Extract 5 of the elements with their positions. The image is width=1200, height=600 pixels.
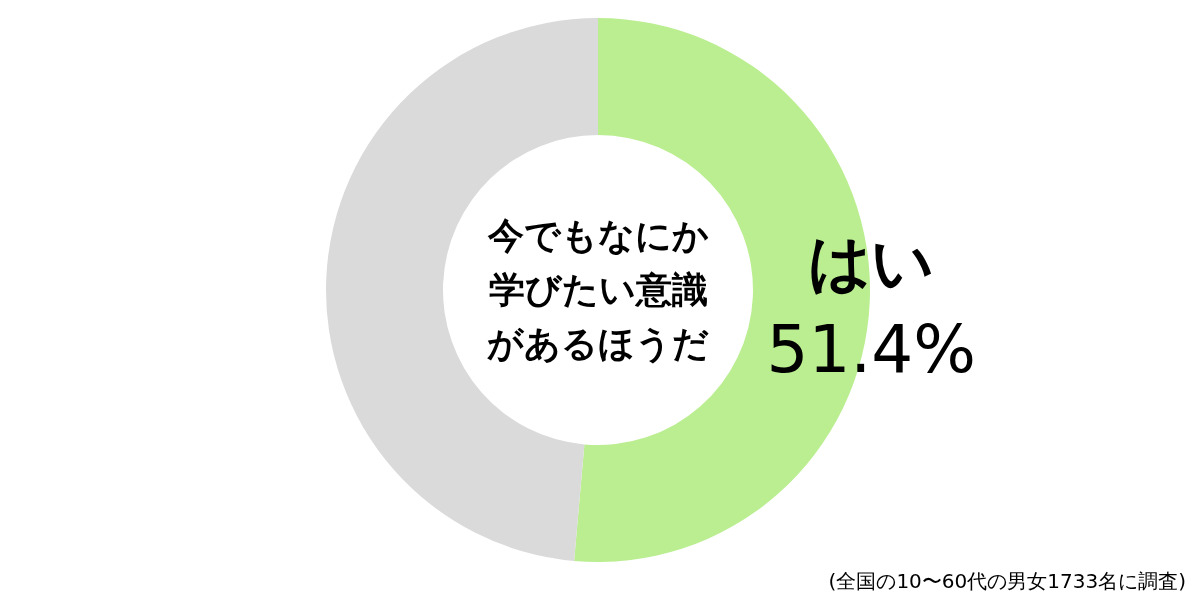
slice-label: はい — [808, 226, 935, 300]
text: 今でもなにか学びたい意識があるほうだ — [486, 215, 709, 364]
data-label: 51.4% — [766, 311, 977, 389]
donut-slice — [326, 18, 598, 561]
text: (全国の10〜60代の男女1733名に調査) — [828, 569, 1186, 593]
